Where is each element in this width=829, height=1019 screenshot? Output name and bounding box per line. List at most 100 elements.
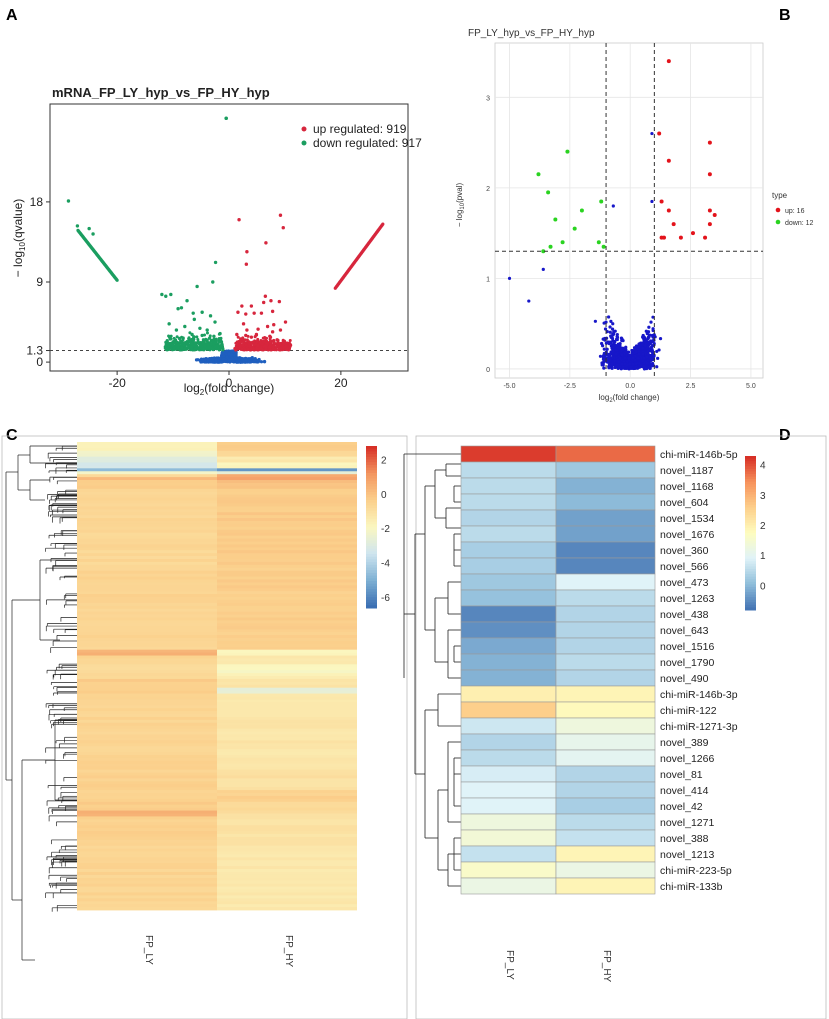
c-heat-cell (217, 798, 357, 803)
volcano-a-plot-area (49, 103, 409, 372)
c-heat-cell (77, 617, 217, 621)
volcano-a-x-axis: -20 0 20 (108, 371, 348, 390)
c-heat-cell (77, 848, 217, 852)
heatmap-c-cells (77, 442, 357, 911)
c-colorbar-segment (366, 521, 377, 525)
a-up-point (244, 343, 248, 347)
d-row-label: novel_1168 (660, 481, 714, 493)
c-heat-cell (217, 550, 357, 554)
c-heat-cell (217, 711, 357, 715)
a-up-point (249, 304, 254, 308)
c-heat-cell (217, 617, 357, 621)
volcano-b-title: FP_LY_hyp_vs_FP_HY_hyp (468, 28, 595, 39)
c-heat-cell (217, 538, 357, 542)
b-ns-point (637, 352, 641, 356)
c-heat-cell (77, 687, 217, 692)
b-ns-point (610, 327, 615, 331)
c-colorbar-tick-1: 0 (381, 490, 387, 501)
a-down-point (213, 341, 217, 345)
a-down-point (192, 317, 197, 322)
b-ns-point (615, 332, 619, 337)
c-heat-cell (77, 482, 217, 487)
c-heat-cell (77, 819, 217, 823)
volcano-b-legend: type up: 16 down: 12 (772, 191, 814, 227)
b-ns-point (617, 364, 622, 369)
a-up-point (268, 337, 272, 341)
d-heat-cell (460, 669, 557, 687)
c-colorbar-segment (366, 543, 377, 547)
c-heat-cell (217, 594, 357, 598)
c-colorbar-segment (366, 454, 377, 458)
c-heat-cell (77, 564, 217, 569)
c-heat-cell (217, 681, 357, 686)
c-colorbar-tick-3: -4 (381, 559, 390, 570)
a-down-point (167, 322, 171, 326)
a-down-point (165, 348, 169, 352)
a-down-point (202, 347, 206, 351)
c-heat-cell (217, 886, 357, 890)
b-down-point (565, 149, 570, 154)
c-heat-cell (217, 602, 357, 607)
b-ns-point (645, 332, 649, 336)
a-ytick-label-2: 9 (36, 275, 43, 289)
c-heat-cell (217, 857, 357, 861)
c-heat-cell (217, 506, 357, 510)
heatmap-d-cells (460, 445, 656, 895)
a-up-point (275, 338, 279, 342)
c-heat-cell (217, 740, 357, 744)
c-heat-cell (77, 904, 217, 908)
c-heat-cell (77, 520, 217, 525)
c-heat-cell (77, 456, 217, 460)
b-ns-point (647, 325, 651, 329)
a-down-point (211, 347, 215, 351)
d-heat-cell (555, 573, 656, 591)
c-colorbar-segment (366, 540, 377, 544)
b-xtick-label-2: 0.0 (625, 383, 635, 390)
c-heat-cell (217, 535, 357, 539)
a-up-point (271, 347, 275, 351)
c-heat-cell (77, 746, 217, 750)
c-heat-cell (217, 699, 357, 703)
b-ns-point (647, 340, 651, 344)
volcano-b-down-points (536, 149, 606, 254)
c-colorbar-segment (366, 583, 377, 587)
d-row-label: chi-miR-146b-5p (660, 449, 738, 461)
d-heat-cell (460, 781, 557, 799)
d-heat-cell (460, 605, 557, 623)
b-ns-point (618, 341, 622, 346)
b-ns-point (631, 362, 636, 366)
c-heat-cell (217, 839, 357, 844)
c-heat-cell (77, 462, 217, 466)
c-heat-cell (217, 784, 357, 788)
c-heat-cell (77, 790, 217, 794)
c-colorbar-segment (366, 597, 377, 601)
legend-b-down-marker (775, 219, 781, 225)
c-heat-cell (77, 640, 217, 645)
c-heat-cell (77, 591, 217, 595)
c-heat-cell (217, 544, 357, 548)
c-heat-cell (77, 857, 217, 861)
b-ns-point (610, 343, 615, 347)
c-colorbar-segment (366, 508, 377, 512)
a-down-point (164, 294, 168, 298)
c-heat-cell (77, 696, 217, 700)
b-ns-point (641, 346, 645, 350)
b-ns-point (641, 359, 645, 363)
c-colorbar-segment (366, 470, 377, 474)
c-heat-cell (217, 892, 357, 896)
a-down-point (183, 324, 187, 329)
b-ns-point (604, 353, 608, 357)
c-heat-cell (77, 787, 217, 791)
c-heat-cell (217, 836, 357, 841)
b-ns-point (644, 366, 648, 370)
c-heat-cell (217, 614, 357, 618)
c-heat-cell (77, 450, 217, 455)
c-heat-cell (77, 778, 217, 782)
c-heat-cell (77, 608, 217, 613)
a-up-point (269, 348, 273, 352)
b-ns-point (649, 359, 653, 363)
c-heat-cell (217, 737, 357, 741)
d-heat-cell (460, 861, 557, 879)
c-heat-cell (77, 693, 217, 697)
d-heat-cell (555, 765, 656, 783)
